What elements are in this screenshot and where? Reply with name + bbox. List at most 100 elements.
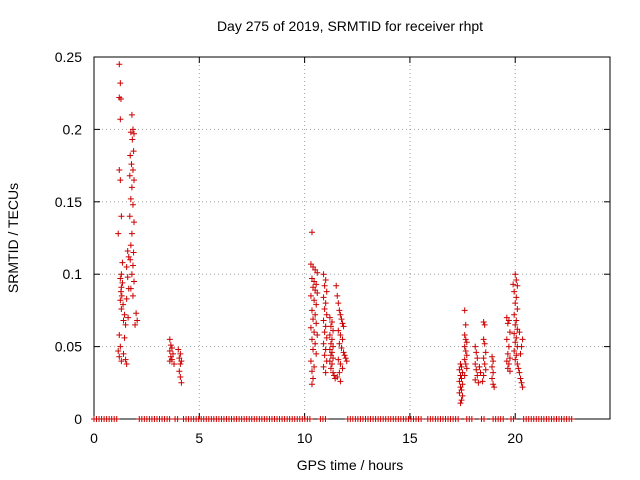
data-point (512, 271, 519, 278)
data-point (328, 318, 335, 325)
data-point (178, 358, 185, 365)
data-point (307, 324, 314, 331)
data-point (117, 80, 124, 87)
x-tick-label: 10 (297, 430, 313, 446)
data-point (515, 365, 522, 372)
data-point (178, 379, 185, 386)
data-point (129, 262, 136, 269)
data-point (311, 329, 318, 336)
data-point (461, 307, 468, 314)
data-point (418, 416, 425, 422)
axis-ticks: 0 5 10 15 20 0 0.05 0.1 0.15 0.2 0.25 (55, 49, 610, 446)
data-point (337, 311, 344, 318)
data-point (458, 397, 465, 404)
data-point (125, 314, 132, 321)
data-point (176, 368, 183, 375)
data-point (174, 416, 181, 422)
data-point (511, 311, 518, 318)
x-tick-label: 15 (402, 430, 418, 446)
data-point (472, 376, 479, 383)
data-point (310, 346, 317, 353)
data-point (336, 369, 343, 376)
data-point (334, 374, 341, 381)
data-point (313, 350, 320, 357)
data-point (459, 392, 466, 399)
data-point (328, 336, 335, 343)
data-point (481, 340, 488, 347)
data-point (482, 349, 489, 356)
data-point (121, 311, 128, 318)
data-point (335, 300, 342, 307)
data-point (311, 363, 318, 370)
data-point (514, 360, 521, 367)
data-point (166, 347, 173, 354)
data-point (308, 229, 315, 236)
y-tick-label: 0.15 (55, 194, 82, 210)
y-tick-label: 0 (74, 411, 82, 427)
data-point (126, 172, 133, 179)
data-point (481, 321, 488, 328)
data-point (167, 353, 174, 360)
data-point (177, 374, 184, 381)
data-point (519, 336, 526, 343)
data-point (115, 347, 122, 354)
data-point (473, 349, 480, 356)
data-point (476, 363, 483, 370)
data-point (462, 336, 469, 343)
data-point (322, 323, 329, 330)
data-point (506, 329, 513, 336)
plot-frame (93, 56, 611, 420)
data-point (117, 343, 124, 350)
data-point (321, 352, 328, 359)
data-point (474, 355, 481, 362)
data-point (506, 355, 513, 362)
data-point (455, 416, 462, 422)
data-point (477, 369, 484, 376)
data-point (128, 161, 135, 168)
y-tick-label: 0.2 (63, 121, 83, 137)
data-point (513, 294, 520, 301)
data-point (120, 317, 127, 324)
data-point (313, 301, 320, 308)
data-point (334, 292, 341, 299)
data-point (129, 201, 136, 208)
data-point (128, 184, 135, 191)
data-point (322, 369, 329, 376)
chart-title: Day 275 of 2019, SRMTID for receiver rhp… (217, 18, 483, 34)
data-point (463, 352, 470, 359)
data-point (117, 177, 124, 184)
data-point (118, 358, 125, 365)
data-point (491, 384, 498, 391)
data-point (128, 111, 135, 118)
data-point (167, 342, 174, 349)
data-point (489, 375, 496, 382)
data-point (568, 416, 575, 422)
data-point (479, 378, 486, 385)
data-point (126, 213, 133, 220)
data-point (519, 384, 526, 391)
data-point (473, 366, 480, 373)
data-point (328, 349, 335, 356)
data-point (505, 317, 512, 324)
data-point (314, 332, 321, 339)
data-point (342, 355, 349, 362)
data-point (117, 288, 124, 295)
data-point (314, 290, 321, 297)
data-point (327, 365, 334, 372)
data-point (336, 340, 343, 347)
data-point (480, 372, 487, 379)
data-point (118, 213, 125, 220)
data-point (118, 305, 125, 312)
data-point (461, 332, 468, 339)
data-point (322, 416, 329, 422)
data-point (517, 375, 524, 382)
data-point (320, 294, 327, 301)
data-point (457, 360, 464, 367)
data-point (335, 356, 342, 363)
data-point (516, 369, 523, 376)
data-point (127, 256, 134, 263)
data-point (134, 317, 141, 324)
data-point (133, 310, 140, 317)
data-point (118, 292, 125, 299)
